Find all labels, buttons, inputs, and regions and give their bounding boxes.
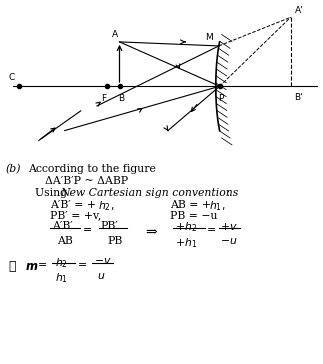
Text: $\boldsymbol{m}$: $\boldsymbol{m}$ (25, 260, 38, 273)
Text: =: = (207, 225, 216, 235)
Text: $h_1,$: $h_1,$ (209, 199, 225, 213)
Text: A': A' (295, 6, 303, 15)
Text: A: A (112, 30, 118, 39)
Text: $u$: $u$ (97, 271, 105, 281)
Text: =: = (38, 260, 47, 270)
Text: F: F (101, 94, 106, 103)
Text: PB′ = +v,: PB′ = +v, (50, 211, 101, 221)
Text: $+h_1$: $+h_1$ (175, 236, 197, 249)
Text: B': B' (295, 93, 303, 102)
Text: PB′: PB′ (100, 221, 118, 231)
Text: ∴: ∴ (8, 260, 16, 273)
Text: P: P (219, 94, 224, 103)
Text: =: = (83, 225, 92, 235)
Text: C: C (8, 73, 15, 82)
Text: AB = +: AB = + (170, 199, 211, 210)
Text: (b): (b) (5, 163, 20, 174)
Text: $h_2$: $h_2$ (55, 256, 68, 270)
Text: $+v$: $+v$ (220, 221, 238, 232)
Text: ΔA′B′P ~ ΔABP: ΔA′B′P ~ ΔABP (45, 175, 128, 186)
Text: New Cartesian sign conventions: New Cartesian sign conventions (60, 187, 238, 198)
Text: A′B′ = +: A′B′ = + (50, 199, 96, 210)
Text: According to the figure: According to the figure (28, 163, 156, 174)
Text: A′B′: A′B′ (52, 221, 73, 231)
Text: =: = (78, 260, 87, 270)
Text: PB = −u: PB = −u (170, 211, 217, 221)
Text: $+h_2$: $+h_2$ (175, 221, 197, 234)
Text: M: M (205, 33, 213, 42)
Text: $h_2,$: $h_2,$ (98, 199, 114, 213)
Text: Using: Using (35, 187, 70, 198)
Text: B: B (118, 94, 124, 103)
Text: AB: AB (57, 236, 73, 246)
Text: $h_1$: $h_1$ (55, 271, 68, 285)
Text: $-u$: $-u$ (220, 236, 237, 246)
Text: ⇒: ⇒ (145, 225, 157, 239)
Text: :: : (223, 187, 230, 198)
Text: PB: PB (107, 236, 122, 246)
Text: $-v$: $-v$ (94, 256, 112, 266)
